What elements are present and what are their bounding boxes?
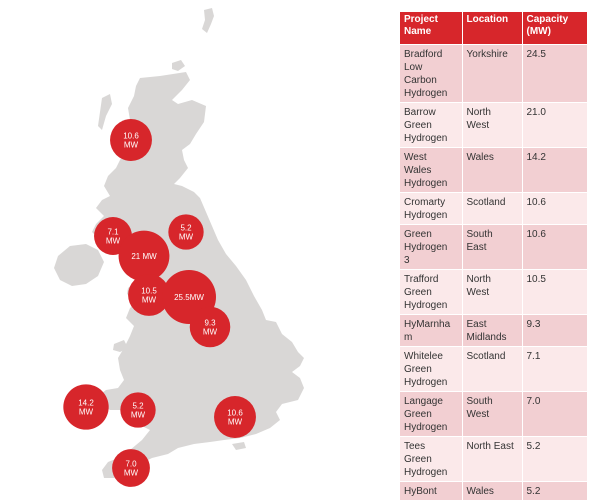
cell-capacity: 7.0 — [522, 391, 588, 437]
capacity-bubble-label: 5.2 MW — [179, 224, 194, 242]
table-row: Whitelee Green Hydrogen Scotland 7.1 — [400, 346, 588, 392]
cell-project-name: Trafford Green Hydrogen — [400, 269, 463, 315]
cell-project-name: Barrow Green Hydrogen — [400, 102, 463, 148]
table-row: Trafford Green Hydrogen North West 10.5 — [400, 269, 588, 315]
cell-project-name: Langage Green Hydrogen — [400, 391, 463, 437]
cell-project-name: West Wales Hydrogen — [400, 147, 463, 193]
cell-project-name: Bradford Low Carbon Hydrogen — [400, 44, 463, 103]
table-row: HyBont Wales 5.2 — [400, 481, 588, 501]
table-row: Green Hydrogen 3 South East 10.6 — [400, 224, 588, 270]
table-row: Tees Green Hydrogen North East 5.2 — [400, 436, 588, 482]
cell-location: North West — [462, 102, 523, 148]
cell-capacity: 10.6 — [522, 224, 588, 270]
header-location: Location — [462, 12, 523, 45]
cell-location: Wales — [462, 481, 523, 501]
capacity-bubbles: 10.6 MW 7.1 MW 5.2 MW 21 MW 10.5 MW 25.5MW 9.3 MW 14… — [63, 119, 256, 487]
cell-location: Scotland — [462, 346, 523, 392]
capacity-bubble — [120, 392, 156, 428]
cell-capacity: 24.5 — [522, 44, 588, 103]
capacity-bubble-label: 5.2 MW — [131, 402, 146, 420]
cell-project-name: Green Hydrogen 3 — [400, 224, 463, 270]
table-row: Barrow Green Hydrogen North West 21.0 — [400, 102, 588, 148]
capacity-bubble-label: 10.6 MW — [123, 132, 139, 150]
capacity-bubble-label: 10.5 MW — [141, 287, 157, 305]
table-row: HyMarnha m East Midlands 9.3 — [400, 314, 588, 347]
table-row: Cromarty Hydrogen Scotland 10.6 — [400, 192, 588, 225]
isle-of-wight — [232, 442, 246, 450]
table-header-row: Project Name Location Capacity (MW) — [400, 12, 588, 45]
capacity-bubble — [112, 449, 150, 487]
cell-capacity: 9.3 — [522, 314, 588, 347]
capacity-bubble — [214, 396, 256, 438]
capacity-bubble-label: 9.3 MW — [203, 319, 218, 337]
capacity-bubble — [189, 306, 231, 348]
cell-capacity: 7.1 — [522, 346, 588, 392]
table-row: Langage Green Hydrogen South West 7.0 — [400, 391, 588, 437]
capacity-bubble-label: 10.6 MW — [227, 409, 243, 427]
table-row: West Wales Hydrogen Wales 14.2 — [400, 147, 588, 193]
orkney-islands — [172, 60, 185, 71]
capacity-bubble-label: 25.5MW — [174, 293, 204, 302]
capacity-bubble — [110, 119, 152, 161]
uk-map: 10.6 MW 7.1 MW 5.2 MW 21 MW 10.5 MW 25.5MW 9.3 MW 14… — [54, 8, 304, 487]
header-capacity: Capacity (MW) — [522, 12, 588, 45]
capacity-bubble-label: 14.2 MW — [78, 399, 94, 417]
projects-table-container: Project Name Location Capacity (MW) Bradfo… — [400, 12, 588, 501]
cell-capacity: 5.2 — [522, 481, 588, 501]
projects-table: Project Name Location Capacity (MW) Bradfo… — [400, 12, 588, 501]
cell-capacity: 10.6 — [522, 192, 588, 225]
capacity-bubble — [168, 214, 204, 250]
cell-project-name: HyMarnha m — [400, 314, 463, 347]
cell-capacity: 14.2 — [522, 147, 588, 193]
cell-location: Yorkshire — [462, 44, 523, 103]
cell-location: North East — [462, 436, 523, 482]
cell-project-name: Cromarty Hydrogen — [400, 192, 463, 225]
table-row: Bradford Low Carbon Hydrogen Yorkshire 24.5 — [400, 44, 588, 103]
capacity-bubble-label: 21 MW — [131, 252, 157, 261]
cell-location: East Midlands — [462, 314, 523, 347]
cell-project-name: Tees Green Hydrogen — [400, 436, 463, 482]
cell-project-name: Whitelee Green Hydrogen — [400, 346, 463, 392]
header-project-name: Project Name — [400, 12, 463, 45]
capacity-bubble-label: 7.0 MW — [124, 460, 139, 478]
capacity-bubble — [128, 274, 170, 316]
cell-location: Scotland — [462, 192, 523, 225]
cell-capacity: 21.0 — [522, 102, 588, 148]
cell-location: South East — [462, 224, 523, 270]
cell-project-name: HyBont — [400, 481, 463, 501]
cell-location: South West — [462, 391, 523, 437]
outer-hebrides — [98, 94, 112, 130]
table-body: Bradford Low Carbon Hydrogen Yorkshire 24.5 Ba… — [400, 44, 588, 501]
northern-ireland — [54, 244, 104, 286]
cell-capacity: 10.5 — [522, 269, 588, 315]
shetland-islands — [202, 8, 214, 33]
cell-location: Wales — [462, 147, 523, 193]
capacity-bubble-label: 7.1 MW — [106, 228, 121, 246]
cell-location: North West — [462, 269, 523, 315]
cell-capacity: 5.2 — [522, 436, 588, 482]
capacity-bubble — [63, 384, 109, 430]
capacity-bubble — [118, 230, 170, 282]
anglesey — [113, 340, 128, 352]
